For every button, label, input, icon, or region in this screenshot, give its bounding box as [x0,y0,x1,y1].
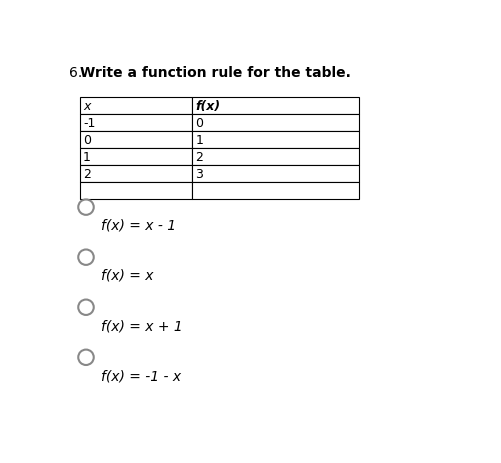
Text: 0: 0 [83,134,91,147]
Text: 6.: 6. [69,66,82,80]
Text: x: x [83,100,90,113]
Text: -1: -1 [83,117,95,130]
Text: f(x) = x: f(x) = x [101,269,154,282]
Bar [80,165,192,182]
Text: 3: 3 [195,168,203,181]
Text: 2: 2 [195,150,203,163]
Text: 0: 0 [195,117,203,130]
Text: 1: 1 [195,134,203,147]
Text: Write a function rule for the table.: Write a function rule for the table. [80,66,350,80]
Text: 1: 1 [83,150,91,163]
Bar [192,182,358,199]
Text: f(x) = -1 - x: f(x) = -1 - x [101,368,181,382]
Bar [192,131,358,149]
Text: f(x) = x - 1: f(x) = x - 1 [101,219,176,232]
Bar [192,165,358,182]
Bar [192,115,358,131]
Bar [80,98,192,115]
Bar [80,115,192,131]
Text: f(x): f(x) [195,100,220,113]
Bar [192,98,358,115]
Text: f(x) = x + 1: f(x) = x + 1 [101,319,183,332]
Bar [80,182,192,199]
Bar [80,131,192,149]
Bar [80,149,192,165]
Bar [192,149,358,165]
Text: 2: 2 [83,168,91,181]
